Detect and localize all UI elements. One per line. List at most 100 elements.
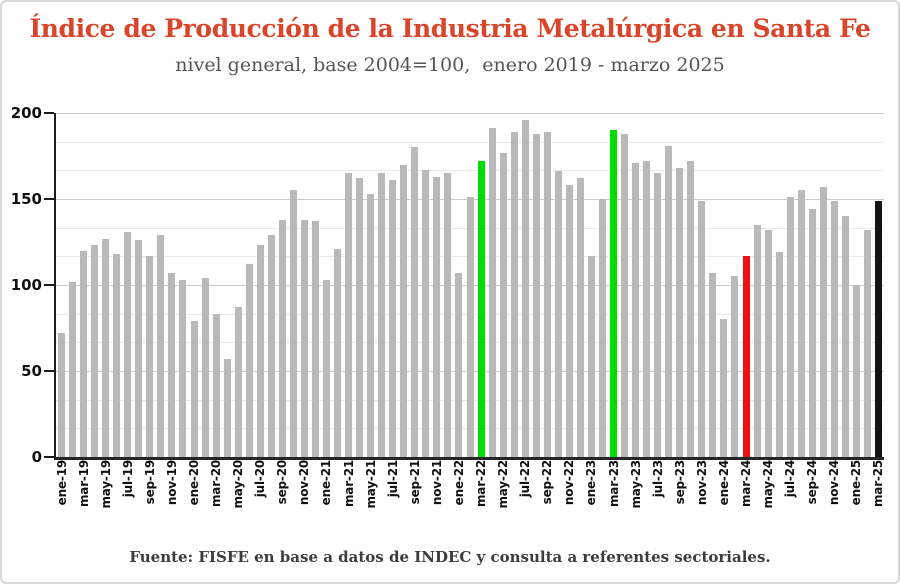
gridline-minor xyxy=(56,141,884,143)
x-tick-label-mar-20: mar-20 xyxy=(209,460,224,507)
bar-dic-19 xyxy=(179,279,187,457)
bar-mar-24 xyxy=(742,255,750,457)
bar-ene-19 xyxy=(58,333,66,457)
bar-jun-19 xyxy=(113,254,121,457)
x-tick-label-nov-19: nov-19 xyxy=(164,460,179,506)
bar-nov-23 xyxy=(698,200,706,457)
bar-may-24 xyxy=(764,229,772,457)
bar-nov-21 xyxy=(433,176,441,457)
x-tick-label-sep-21: sep-21 xyxy=(407,460,422,505)
bar-jun-21 xyxy=(378,173,386,457)
bar-nov-19 xyxy=(168,272,176,457)
x-tick-label-jul-21: jul-21 xyxy=(385,460,400,498)
bar-ene-25 xyxy=(852,285,860,457)
y-tick-mark xyxy=(44,456,54,458)
bar-oct-24 xyxy=(819,186,827,457)
x-tick-label-may-20: may-20 xyxy=(231,460,246,509)
bar-mar-25 xyxy=(874,200,882,457)
bar-feb-20 xyxy=(201,278,209,457)
x-tick-label-may-23: may-23 xyxy=(628,460,643,509)
bar-abr-21 xyxy=(356,178,364,457)
bar-ago-22 xyxy=(532,133,540,457)
bar-jun-20 xyxy=(245,264,253,457)
gridline-major xyxy=(56,113,884,114)
bar-jun-23 xyxy=(643,161,651,457)
bar-jun-24 xyxy=(775,252,783,457)
bar-dic-22 xyxy=(576,178,584,457)
x-tick-label-jul-24: jul-24 xyxy=(783,460,798,498)
bar-may-22 xyxy=(499,152,507,457)
bar-mar-20 xyxy=(212,314,220,457)
bar-abr-24 xyxy=(753,224,761,457)
x-tick-label-ene-19: ene-19 xyxy=(54,460,69,506)
bar-sep-19 xyxy=(146,255,154,457)
x-tick-label-nov-24: nov-24 xyxy=(827,460,842,506)
x-tick-label-mar-24: mar-24 xyxy=(739,460,753,507)
x-tick-label-jul-22: jul-22 xyxy=(518,460,533,498)
x-tick-label-nov-23: nov-23 xyxy=(694,460,709,506)
x-tick-label-ene-22: ene-22 xyxy=(451,460,466,506)
x-tick-label-may-22: may-22 xyxy=(496,460,511,509)
x-tick-label-nov-22: nov-22 xyxy=(562,460,577,506)
x-tick-label-ene-20: ene-20 xyxy=(187,460,201,506)
bar-feb-23 xyxy=(598,199,606,457)
bar-may-20 xyxy=(234,307,242,457)
bar-ene-22 xyxy=(455,272,463,457)
bar-may-19 xyxy=(102,238,110,457)
bar-oct-21 xyxy=(422,169,430,457)
bar-feb-22 xyxy=(466,197,474,457)
bar-ago-24 xyxy=(797,190,805,457)
bar-jul-19 xyxy=(124,231,132,457)
y-tick-label: 50 xyxy=(21,362,42,380)
bar-sep-24 xyxy=(808,209,816,457)
bar-dic-21 xyxy=(444,173,452,457)
bar-sep-20 xyxy=(278,219,286,457)
x-tick-label-sep-24: sep-24 xyxy=(805,460,820,505)
y-tick-label: 150 xyxy=(10,190,42,208)
bar-ago-23 xyxy=(665,145,673,457)
bar-ene-23 xyxy=(587,255,595,457)
bar-sep-22 xyxy=(543,131,551,457)
chart-subtitle: nivel general, base 2004=100, enero 2019… xyxy=(175,54,725,76)
bar-mar-22 xyxy=(477,161,485,457)
x-tick-label-jul-20: jul-20 xyxy=(253,460,268,498)
x-tick-label-sep-20: sep-20 xyxy=(275,460,290,505)
bar-jun-22 xyxy=(510,131,518,457)
x-tick-label-mar-19: mar-19 xyxy=(76,460,91,507)
bar-jul-24 xyxy=(786,197,794,457)
bar-feb-19 xyxy=(69,281,77,457)
bar-mar-23 xyxy=(610,130,618,457)
x-tick-label-mar-25: mar-25 xyxy=(871,460,886,507)
bar-dic-23 xyxy=(709,272,717,457)
y-tick-label: 100 xyxy=(10,276,42,294)
bar-jul-20 xyxy=(256,245,264,457)
plot-area xyxy=(54,113,884,460)
x-tick-label-nov-20: nov-20 xyxy=(297,460,312,506)
y-tick-mark xyxy=(44,370,54,372)
bar-nov-20 xyxy=(300,219,308,457)
x-tick-label-ene-23: ene-23 xyxy=(584,460,599,506)
x-tick-label-sep-23: sep-23 xyxy=(672,460,687,505)
bar-ago-20 xyxy=(267,235,275,457)
bar-ene-24 xyxy=(720,319,728,457)
bar-sep-21 xyxy=(411,147,419,457)
bar-feb-24 xyxy=(731,276,739,457)
bar-may-21 xyxy=(367,193,375,457)
bar-oct-22 xyxy=(554,171,562,457)
x-tick-label-ene-25: ene-25 xyxy=(849,460,864,506)
bar-abr-19 xyxy=(91,245,99,457)
bar-feb-25 xyxy=(863,229,871,457)
bar-mar-21 xyxy=(345,173,353,457)
bar-oct-23 xyxy=(687,161,695,457)
x-tick-label-mar-22: mar-22 xyxy=(474,460,489,507)
bar-abr-22 xyxy=(488,128,496,457)
y-tick-label: 200 xyxy=(10,104,42,122)
bar-nov-24 xyxy=(830,200,838,457)
bar-ene-20 xyxy=(190,321,198,457)
bar-nov-22 xyxy=(565,185,573,457)
bar-jul-22 xyxy=(521,119,529,457)
bar-feb-21 xyxy=(334,248,342,457)
x-tick-label-sep-22: sep-22 xyxy=(540,460,555,505)
bar-ago-21 xyxy=(400,164,408,457)
